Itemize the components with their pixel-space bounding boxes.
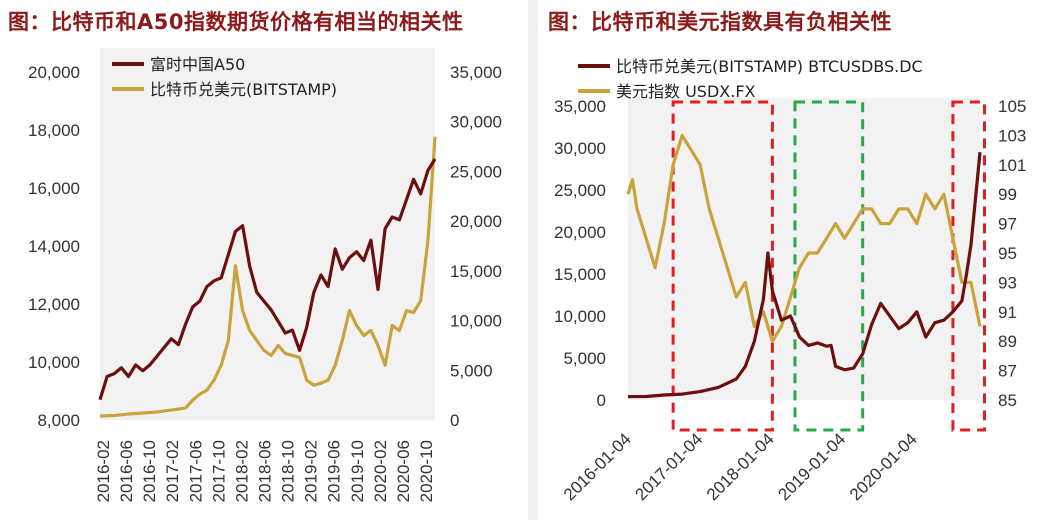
x-tick-label: 2018-01-04 [703,429,778,504]
x-tick-label: 2017-06 [186,440,205,502]
chart-svg-left: 8,000 10,000 12,000 14,000 16,000 18,000 20,00… [28,48,502,502]
y-right-tick-label: 95 [998,244,1017,263]
series-line-1 [627,152,982,399]
y-left-tick-label: 20,000 [554,223,606,242]
y-left-tick-label: 30,000 [554,139,606,158]
y-right-tick-label: 87 [998,362,1017,381]
y-right-tick-label: 99 [998,185,1017,204]
highlight-box-3 [951,100,987,432]
y-right-tick-label: 0 [450,411,459,430]
y-right-tick-label: 89 [998,332,1017,351]
chart-svg-right: 0 5,000 10,000 15,000 20,000 25,000 30,000 35,0… [554,57,1026,504]
x-tick-label: 2018-06 [256,440,275,502]
chart-title-left: 图：比特币和A50指数期货价格有相当的相关性 [8,10,464,34]
x-tick-label: 2020-10 [417,440,436,502]
y-left-tick-label: 18,000 [28,121,80,140]
y-left-tick-label: 10,000 [28,353,80,372]
y-right-tick-label: 30,000 [450,113,502,132]
x-tick-label: 2017-02 [163,440,182,502]
chart-title-right: 图：比特币和美元指数具有负相关性 [548,10,892,34]
y-left-tick-label: 8,000 [37,411,80,430]
panel-divider [528,0,538,520]
y-right-tick-label: 25,000 [450,162,502,181]
plot-area [628,98,980,400]
chart-panel-a50-bitcoin: 图：比特币和A50指数期货价格有相当的相关性 8,000 10,000 12,000… [0,0,526,520]
y-left-tick-label: 16,000 [28,179,80,198]
x-tick-label: 2016-02 [94,440,113,502]
x-tick-label: 2020-06 [394,440,413,502]
y-left-tick-label: 12,000 [28,295,80,314]
highlight-box-2 [793,100,865,432]
series-line-2 [99,136,437,418]
y-right-tick-label: 93 [998,273,1017,292]
legend-label-2: 比特币兑美元(BITSTAMP) [150,80,337,99]
y-right-tick-label: 10,000 [450,312,502,331]
y-right-tick-label: 103 [998,126,1026,145]
x-tick-label: 2016-01-04 [560,429,635,504]
x-tick-label: 2019-06 [325,440,344,502]
legend-label-1: 比特币兑美元(BITSTAMP) BTCUSDBS.DC [616,57,923,76]
y-left-tick-label: 15,000 [554,265,606,284]
y-left-tick-label: 20,000 [28,63,80,82]
x-tick-label: 2018-02 [232,440,251,502]
y-left-tick-label: 35,000 [554,97,606,116]
series-line-2 [626,133,982,343]
y-right-tick-label: 15,000 [450,262,502,281]
x-tick-label: 2018-10 [279,440,298,502]
y-left-tick-label: 5,000 [563,349,606,368]
x-tick-label: 2019-01-04 [774,429,849,504]
x-tick-label: 2019-02 [302,440,321,502]
x-tick-label: 2017-10 [209,440,228,502]
legend-label-2: 美元指数 USDX.FX [616,82,756,101]
y-right-tick-label: 91 [998,303,1017,322]
x-tick-label: 2016-06 [117,440,136,502]
y-right-tick-label: 35,000 [450,63,502,82]
series-line-1 [98,158,437,401]
highlight-box-1 [671,100,774,432]
y-left-tick-label: 14,000 [28,237,80,256]
y-right-tick-label: 5,000 [450,361,493,380]
legend-label-1: 富时中国A50 [150,55,245,74]
y-left-tick-label: 10,000 [554,307,606,326]
x-tick-label: 2019-10 [348,440,367,502]
y-left-tick-label: 25,000 [554,181,606,200]
chart-panel-bitcoin-usdx: 图：比特币和美元指数具有负相关性 0 5,000 10,000 15,000 20,00… [540,0,1055,520]
y-right-tick-label: 101 [998,156,1026,175]
y-left-tick-label: 0 [597,391,606,410]
y-right-tick-label: 20,000 [450,212,502,231]
y-right-tick-label: 105 [998,97,1026,116]
x-tick-label: 2020-02 [371,440,390,502]
x-tick-label: 2020-01-04 [846,429,921,504]
y-right-tick-label: 97 [998,215,1017,234]
x-tick-label: 2017-01-04 [631,429,706,504]
y-right-tick-label: 85 [998,391,1017,410]
x-tick-label: 2016-10 [140,440,159,502]
